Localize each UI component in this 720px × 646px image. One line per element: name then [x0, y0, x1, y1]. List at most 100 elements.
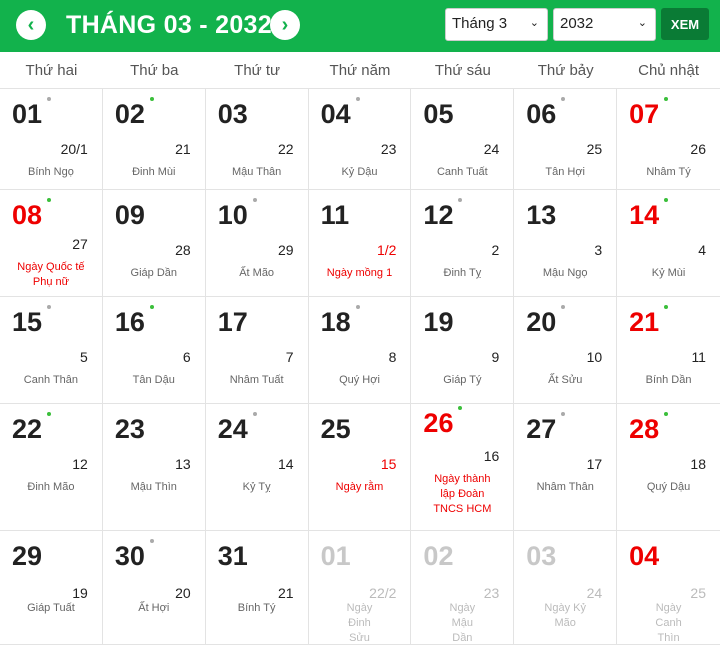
lunar-day: 27 — [72, 236, 88, 252]
page-title: THÁNG 03 - 2032 — [66, 11, 272, 39]
day-cell[interactable]: 29 19 Giáp Tuất — [0, 531, 103, 645]
chevron-down-icon: ⌄ — [637, 17, 647, 29]
lunar-day: 4 — [698, 242, 706, 258]
dot-icon — [252, 198, 257, 202]
can-chi-label: Quý Dậu — [646, 481, 691, 493]
lunar-day: 24 — [483, 141, 500, 157]
day-cell[interactable]: 17 7 Nhâm Tuất — [205, 297, 309, 404]
solar-day: 23 — [115, 414, 145, 445]
month-select[interactable]: Tháng 3 ⌄ — [445, 8, 548, 41]
solar-day-number: 09 — [114, 200, 145, 230]
year-select[interactable]: 2032 ⌄ — [553, 8, 656, 41]
solar-day: 17 — [218, 307, 248, 338]
day-cell[interactable]: 19 9 Giáp Tý — [411, 297, 515, 404]
solar-day: 07 — [629, 97, 669, 130]
day-cell[interactable]: 13 3 Mậu Ngọ — [514, 190, 618, 297]
dot-icon — [355, 305, 360, 309]
solar-day: 20 — [526, 305, 566, 338]
solar-day: 12 — [423, 198, 463, 231]
solar-day: 01 — [321, 541, 351, 572]
day-cell[interactable]: 15 5 Canh Thân — [0, 297, 103, 404]
solar-day-number: 28 — [629, 414, 660, 444]
day-cell[interactable]: 14 4 Kỷ Mùi — [617, 190, 720, 297]
year-select-value: 2032 — [560, 15, 594, 32]
prev-month-button[interactable]: ‹ — [16, 10, 46, 40]
can-chi-label: Canh Tuất — [436, 166, 488, 178]
dot-icon — [47, 412, 52, 416]
solar-day: 19 — [423, 307, 453, 338]
day-cell[interactable]: 05 24 Canh Tuất — [411, 89, 515, 190]
lunar-day: 14 — [277, 456, 294, 472]
solar-day-number: 11 — [320, 200, 350, 230]
solar-day-number: 02 — [423, 541, 454, 571]
can-chi-label: Mậu Thân — [231, 166, 282, 178]
day-cell[interactable]: 09 28 Giáp Dần — [102, 190, 206, 297]
day-cell[interactable]: 10 29 Ất Mão — [205, 190, 309, 297]
dot-icon — [252, 412, 257, 416]
day-cell[interactable]: 12 2 Đinh Tỵ — [411, 190, 515, 297]
day-cell[interactable]: 04 25 Ngày Canh Thìn — [617, 531, 720, 645]
day-cell[interactable]: 08 27 Ngày Quốc tế Phụ nữ — [0, 190, 103, 297]
can-chi-label: Giáp Dần — [130, 267, 178, 279]
solar-day-number: 13 — [526, 200, 557, 230]
solar-day: 28 — [629, 412, 669, 445]
lunar-day: 10 — [586, 349, 603, 365]
weekday-label: Thứ bảy — [537, 62, 594, 79]
chevron-left-icon: ‹ — [27, 13, 35, 36]
solar-day-number: 26 — [423, 408, 454, 438]
day-cell[interactable]: 27 17 Nhâm Thân — [514, 404, 618, 531]
day-cell[interactable]: 02 23 Ngày Mậu Dần — [411, 531, 515, 645]
can-chi-label: Ngày Kỷ Mão — [544, 602, 586, 629]
day-cell[interactable]: 30 20 Ất Hợi — [102, 531, 206, 645]
can-chi-label: Kỷ Tỵ — [242, 481, 271, 493]
weekday-label: Thứ ba — [130, 62, 179, 79]
solar-day-number: 04 — [320, 99, 351, 129]
solar-day-number: 05 — [423, 99, 454, 129]
solar-day-number: 03 — [217, 99, 248, 129]
day-cell[interactable]: 01 22/2 Ngày Đinh Sửu — [308, 531, 412, 645]
day-cell[interactable]: 26 16 Ngày thành lập Đoàn TNCS HCM — [411, 404, 515, 531]
can-chi-label: Đinh Mão — [27, 481, 75, 493]
view-button[interactable]: XEM — [661, 8, 709, 40]
day-cell[interactable]: 31 21 Bính Tý — [205, 531, 309, 645]
solar-day: 06 — [526, 97, 566, 130]
calendar-header: ‹ THÁNG 03 - 2032 › Tháng 3 ⌄ 2032 ⌄ XEM — [0, 0, 720, 52]
day-cell[interactable]: 28 18 Quý Dậu — [617, 404, 720, 531]
solar-day: 27 — [526, 412, 566, 445]
solar-day: 01 — [12, 97, 52, 130]
day-cell[interactable]: 18 8 Quý Hợi — [308, 297, 412, 404]
day-cell[interactable]: 25 15 Ngày rằm — [308, 404, 412, 531]
lunar-day: 24 — [586, 585, 603, 601]
day-cell[interactable]: 04 23 Kỷ Dậu — [308, 89, 412, 190]
lunar-day: 29 — [277, 242, 294, 258]
day-cell[interactable]: 06 25 Tân Hợi — [514, 89, 618, 190]
holiday-label: Ngày thành lập Đoàn TNCS HCM — [433, 473, 492, 515]
day-cell[interactable]: 01 20/1 Bính Ngọ — [0, 89, 103, 190]
day-cell[interactable]: 02 21 Đinh Mùi — [102, 89, 206, 190]
day-cell[interactable]: 03 22 Mậu Thân — [205, 89, 309, 190]
day-cell[interactable]: 07 26 Nhâm Tý — [617, 89, 720, 190]
day-cell[interactable]: 22 12 Đinh Mão — [0, 404, 103, 531]
next-month-button[interactable]: › — [270, 10, 300, 40]
can-chi-label: Giáp Tý — [443, 374, 482, 386]
month-select-value: Tháng 3 — [452, 15, 508, 32]
solar-day: 26 — [423, 406, 463, 439]
dot-icon — [664, 412, 669, 416]
day-cell[interactable]: 24 14 Kỷ Tỵ — [205, 404, 309, 531]
lunar-day: 7 — [285, 349, 294, 365]
weekday-header: Thứ hai Thứ ba Thứ tư Thứ năm Thứ sáu Thứ bảy… — [0, 52, 720, 89]
dot-icon — [458, 198, 463, 202]
lunar-day: 28 — [175, 242, 191, 258]
day-cell[interactable]: 23 13 Mậu Thìn — [102, 404, 206, 531]
lunar-day: 6 — [182, 349, 191, 365]
can-chi-label: Quý Hợi — [339, 374, 380, 386]
lunar-day: 20/1 — [60, 141, 88, 157]
day-cell[interactable]: 16 6 Tân Dậu — [102, 297, 206, 404]
day-cell[interactable]: 11 1/2 Ngày mồng 1 — [308, 190, 412, 297]
day-cell[interactable]: 20 10 Ất Sửu — [514, 297, 618, 404]
solar-day-number: 25 — [320, 414, 351, 444]
solar-day: 14 — [629, 198, 669, 231]
solar-day-number: 23 — [114, 414, 145, 444]
day-cell[interactable]: 03 24 Ngày Kỷ Mão — [514, 531, 618, 645]
day-cell[interactable]: 21 11 Bính Dần — [617, 297, 720, 404]
